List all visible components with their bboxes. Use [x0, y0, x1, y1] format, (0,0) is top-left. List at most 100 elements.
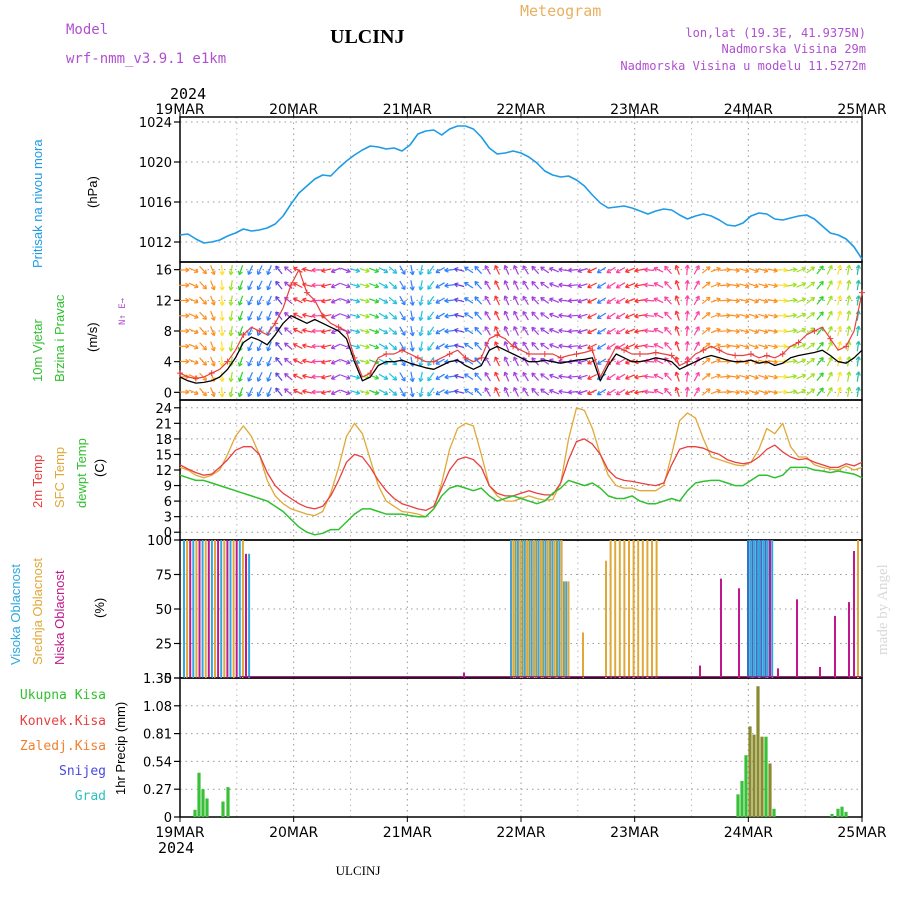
wind-arrow	[720, 314, 731, 317]
cloud-label-low: Niska Oblacnost	[52, 570, 67, 665]
wind-arrow-head	[503, 386, 509, 392]
wind-arrow-head	[643, 389, 649, 395]
wind-arrow	[837, 295, 842, 306]
wind-arrow	[634, 375, 645, 379]
wind-arrow-head	[330, 390, 336, 396]
wind-arrow-head	[705, 342, 711, 348]
wind-arrow	[686, 295, 689, 306]
wind-arrow-head	[202, 300, 207, 305]
wind-arrow-head	[513, 280, 518, 285]
wind-arrow	[767, 359, 778, 364]
precip-bar	[736, 794, 740, 817]
precip-label-conv: Konvek.Kisa	[20, 714, 106, 729]
dewpt-line	[179, 466, 863, 536]
wind-gust-marker	[747, 351, 754, 357]
wind-arrow-head	[773, 298, 778, 304]
wind-arrow-head	[435, 329, 441, 335]
wind-arrow-head	[828, 280, 833, 285]
wind-arrow-head	[558, 267, 563, 273]
wind-arrow-head	[330, 329, 336, 335]
wind-label-2: Brzina i Pravac	[52, 294, 67, 382]
wind-arrow-head	[684, 371, 690, 376]
wind-arrow	[616, 358, 626, 365]
wind-arrow	[531, 387, 540, 397]
cloud-ytick-label: 50	[155, 603, 172, 618]
wind-arrow	[522, 265, 529, 275]
wind-arrow-head	[596, 284, 602, 289]
wind-arrow	[837, 326, 842, 336]
wind-arrow-head	[549, 282, 554, 287]
wind-arrow-head	[522, 341, 527, 347]
wind-arrow	[568, 345, 579, 348]
wind-arrow	[419, 371, 423, 382]
wind-arrow	[359, 283, 370, 288]
wind-ytick-label: 16	[155, 264, 172, 279]
series	[177, 125, 865, 817]
wind-arrow	[427, 326, 435, 336]
wind-arrow-head	[606, 329, 612, 335]
wind-arrow-head	[330, 375, 336, 380]
wind-arrow	[230, 386, 233, 398]
wind-arrow	[484, 280, 491, 290]
wind-arrow	[729, 375, 740, 378]
wind-arrow	[847, 264, 850, 276]
temp-ytick-label: 18	[155, 433, 172, 448]
wind-arrow-head	[783, 282, 788, 288]
wind-arrow	[806, 266, 815, 274]
wind-arrow	[238, 310, 244, 321]
wind-arrow-head	[474, 341, 479, 347]
wind-arrow	[454, 344, 465, 349]
wind-arrow	[378, 312, 388, 319]
wind-arrow-head	[464, 373, 469, 378]
wind-gust-marker	[272, 320, 279, 327]
wind-arrow-head	[783, 313, 788, 319]
wind-arrow	[410, 295, 414, 306]
wind-arrow	[444, 284, 455, 287]
wind-arrow-head	[365, 267, 370, 273]
precip-bar	[836, 808, 840, 817]
wind-arrow-head	[237, 392, 243, 398]
wind-arrow-head	[444, 267, 449, 273]
wind-arrow-head	[643, 282, 649, 288]
wind-arrow	[786, 283, 797, 287]
wind-arrow	[558, 268, 569, 272]
wind-arrow-head	[435, 314, 440, 319]
wind-arrow	[644, 299, 655, 302]
wind-arrow	[634, 390, 645, 394]
wind-arrow-head	[409, 316, 415, 322]
wind-arrow-head	[837, 264, 842, 270]
wind-arrow-head	[484, 371, 489, 377]
wind-arrow-head	[549, 297, 554, 303]
wind-arrow-head	[726, 343, 731, 349]
wind-arrow	[796, 313, 806, 319]
wind-arrow	[568, 375, 579, 378]
wind-arrow-head	[577, 329, 582, 334]
wind-arrow	[549, 343, 560, 349]
wind-arrow	[454, 329, 465, 333]
wind-arrow	[806, 342, 815, 350]
wind-arrow-head	[374, 344, 380, 350]
wind-arrow-head	[726, 328, 731, 334]
wind-arrow-head	[801, 373, 807, 379]
wind-arrow-head	[427, 285, 432, 290]
wind-arrow-head	[855, 264, 861, 269]
wind-arrow-head	[819, 341, 824, 347]
wind-arrow	[686, 386, 689, 398]
wind-arrow-head	[302, 267, 307, 273]
wind-arrow	[558, 390, 569, 394]
wind-arrow-head	[540, 342, 545, 348]
wind-arrow-head	[392, 330, 398, 335]
wind-arrow	[221, 264, 223, 276]
wind-arrow	[464, 327, 474, 335]
wind-arrow	[257, 341, 263, 352]
wind-arrow-head	[210, 285, 216, 291]
wind-arrow	[577, 283, 588, 288]
cloud-labels: Visoka Oblacnost Srednja Oblacnost Niska…	[8, 558, 107, 665]
wind-arrow	[410, 371, 414, 382]
wind-arrow	[540, 358, 550, 365]
wind-arrow-head	[716, 282, 721, 288]
wind-arrow	[653, 297, 664, 304]
wind-arrow-head	[522, 295, 527, 301]
wind-arrow	[331, 358, 341, 365]
wind-arrow-head	[558, 389, 563, 395]
